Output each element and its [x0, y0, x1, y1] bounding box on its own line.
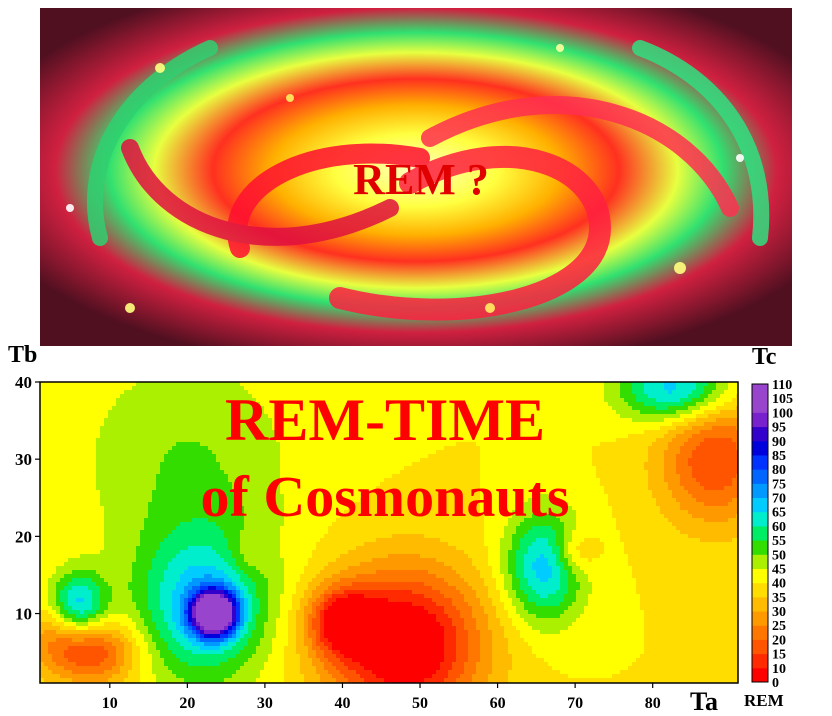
plot-frame: [39, 381, 739, 684]
colorbar-segment: [752, 398, 768, 413]
colorbar-tick-label: 85: [772, 449, 786, 464]
chart-title-line1: REM-TIME: [225, 387, 545, 453]
colorbar-segment: [752, 497, 768, 513]
colorbar-tick-label: 110: [772, 378, 792, 393]
colorbar-label: Tc: [752, 344, 777, 370]
colorbar-segment: [752, 653, 768, 669]
y-tick-label: 10: [15, 605, 32, 624]
x-tick-label: 30: [257, 695, 273, 712]
colorbar-segment: [752, 525, 768, 541]
x-tick-label: 10: [102, 695, 118, 712]
colorbar-tick-label: 75: [772, 477, 786, 492]
colorbar-segment: [752, 540, 768, 555]
x-tick-label: 70: [567, 695, 583, 712]
y-axis-label: Tb: [8, 342, 37, 368]
colorbar-tick-label: 10: [772, 662, 786, 677]
x-tick-label: 50: [412, 695, 428, 712]
colorbar-unit: REM: [744, 691, 784, 710]
colorbar-tick-label: 35: [772, 591, 786, 606]
colorbar-tick-label: 80: [772, 463, 786, 478]
y-tick-label: 30: [15, 450, 32, 469]
y-tick-label: 20: [15, 527, 32, 546]
colorbar-tick-label: 70: [772, 492, 786, 507]
colorbar-segment: [752, 426, 768, 442]
colorbar-segment: [752, 568, 768, 584]
colorbar-segment: [752, 483, 768, 499]
colorbar-tick-label: 65: [772, 506, 786, 521]
colorbar-segment: [752, 611, 768, 626]
colorbar-segment: [752, 412, 768, 428]
colorbar-segment: [752, 384, 768, 399]
colorbar-tick-label: 100: [772, 406, 793, 421]
x-tick-label: 20: [179, 695, 195, 712]
colorbar-tick-label: 40: [772, 577, 786, 592]
colorbar-segment: [752, 440, 768, 456]
colorbar-segment: [752, 554, 768, 569]
colorbar-tick-label: 50: [772, 548, 786, 563]
colorbar-tick-label: 30: [772, 605, 786, 620]
colorbar: 0101520253035404550556065707580859095100…: [751, 378, 793, 691]
heatmap-field: [40, 382, 738, 683]
chart-title-line2: of Cosmonauts: [201, 464, 570, 529]
colorbar-segment: [752, 511, 768, 527]
colorbar-tick-label: 55: [772, 534, 786, 549]
x-tick-label: 80: [645, 695, 661, 712]
colorbar-segment: [752, 454, 768, 470]
colorbar-segment: [752, 639, 768, 655]
colorbar-segment: [752, 596, 768, 612]
x-tick-label: 60: [490, 695, 506, 712]
y-axis-ticks: 10 20 30 40: [15, 373, 40, 624]
colorbar-tick-label: 90: [772, 435, 786, 450]
colorbar-tick-label: 95: [772, 421, 786, 436]
x-axis-ticks: 10 20 30 40 50 60 70 80: [102, 683, 661, 712]
colorbar-tick-label: 15: [772, 648, 786, 663]
colorbar-tick-label: 0: [772, 676, 779, 691]
galaxy-image: REM ?: [40, 8, 792, 346]
colorbar-segment: [752, 582, 768, 598]
colorbar-tick-label: 45: [772, 562, 786, 577]
colorbar-tick-label: 105: [772, 392, 793, 407]
colorbar-tick-label: 25: [772, 619, 786, 634]
galaxy-caption: REM ?: [353, 155, 489, 204]
colorbar-tick-label: 60: [772, 520, 786, 535]
colorbar-segment: [752, 625, 768, 640]
x-axis-label: Ta: [690, 687, 718, 716]
colorbar-segment: [752, 469, 768, 484]
colorbar-tick-label: 20: [772, 633, 786, 648]
colorbar-segment: [752, 667, 768, 683]
y-tick-label: 40: [15, 373, 32, 392]
x-tick-label: 40: [334, 695, 350, 712]
